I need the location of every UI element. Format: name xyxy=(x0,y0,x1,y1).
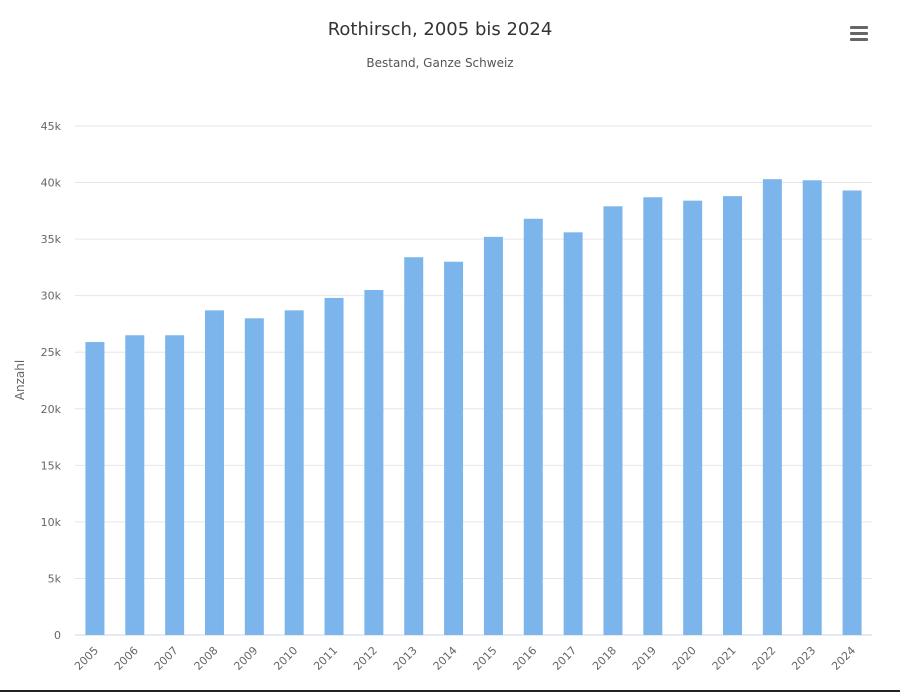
bar xyxy=(563,232,583,635)
bar xyxy=(603,206,623,635)
bar xyxy=(723,196,743,635)
y-tick-label: 15k xyxy=(41,459,62,472)
bar xyxy=(643,197,663,635)
bar xyxy=(444,261,464,635)
y-tick-label: 30k xyxy=(41,290,62,303)
y-axis-title: Anzahl xyxy=(13,360,27,400)
bar xyxy=(404,257,424,635)
y-tick-label: 5k xyxy=(48,572,62,585)
x-tick-label: 2009 xyxy=(231,644,260,673)
x-tick-label: 2011 xyxy=(311,644,340,673)
x-tick-label: 2012 xyxy=(351,644,380,673)
x-tick-label: 2015 xyxy=(471,644,500,673)
y-tick-label: 35k xyxy=(41,233,62,246)
bar xyxy=(244,318,264,635)
x-tick-label: 2021 xyxy=(710,644,739,673)
bar xyxy=(523,218,543,636)
x-tick-label: 2019 xyxy=(630,644,659,673)
x-tick-label: 2005 xyxy=(72,644,101,673)
x-tick-label: 2020 xyxy=(670,644,699,673)
bar xyxy=(165,335,185,635)
bar xyxy=(204,310,224,635)
x-tick-label: 2023 xyxy=(789,644,818,673)
x-tick-label: 2006 xyxy=(112,644,141,673)
chart-title: Rothirsch, 2005 bis 2024 xyxy=(327,19,553,40)
bar xyxy=(284,310,304,635)
bar xyxy=(125,335,145,635)
y-tick-label: 0 xyxy=(54,629,61,642)
x-tick-label: 2022 xyxy=(750,644,779,673)
bar xyxy=(324,297,344,635)
chart-subtitle: Bestand, Ganze Schweiz xyxy=(366,56,514,70)
x-tick-label: 2010 xyxy=(271,644,300,673)
y-tick-label: 40k xyxy=(41,177,62,190)
bar xyxy=(683,200,703,636)
bar xyxy=(85,342,105,635)
y-tick-label: 45k xyxy=(41,120,62,133)
bar xyxy=(364,290,384,635)
x-tick-label: 2007 xyxy=(152,644,181,673)
y-tick-label: 10k xyxy=(41,516,62,529)
x-tick-label: 2024 xyxy=(829,644,858,673)
x-tick-label: 2017 xyxy=(550,644,579,673)
x-tick-label: 2016 xyxy=(510,644,539,673)
x-tick-label: 2018 xyxy=(590,644,619,673)
y-tick-label: 25k xyxy=(41,346,62,359)
x-tick-label: 2014 xyxy=(431,644,460,673)
bar xyxy=(842,190,862,635)
bar xyxy=(483,236,503,636)
x-tick-label: 2008 xyxy=(192,644,221,673)
bar xyxy=(802,180,822,635)
hamburger-menu-icon[interactable] xyxy=(848,26,870,44)
x-tick-label: 2013 xyxy=(391,644,420,673)
bar xyxy=(762,179,782,635)
y-tick-label: 20k xyxy=(41,403,62,416)
